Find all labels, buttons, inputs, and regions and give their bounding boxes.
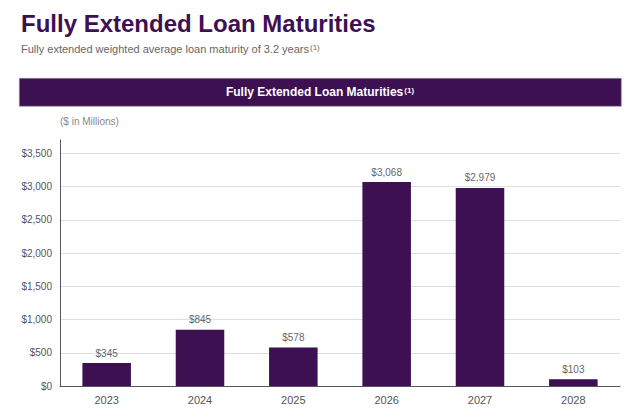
svg-text:$3,068: $3,068 [371, 167, 402, 178]
svg-text:$500: $500 [30, 347, 53, 358]
svg-text:2027: 2027 [468, 394, 492, 406]
svg-text:(1): (1) [404, 86, 414, 95]
svg-text:$2,500: $2,500 [21, 214, 52, 225]
svg-text:(1): (1) [310, 43, 320, 52]
svg-text:$845: $845 [189, 314, 212, 325]
svg-text:$3,500: $3,500 [21, 148, 52, 159]
svg-text:$3,000: $3,000 [21, 181, 52, 192]
svg-text:$103: $103 [562, 364, 585, 375]
svg-text:$1,500: $1,500 [21, 281, 52, 292]
svg-text:$2,000: $2,000 [21, 248, 52, 259]
svg-text:Fully Extended Loan Maturities: Fully Extended Loan Maturities [226, 85, 404, 99]
svg-text:$1,000: $1,000 [21, 314, 52, 325]
svg-text:Fully Extended Loan Maturities: Fully Extended Loan Maturities [21, 10, 376, 37]
svg-text:$345: $345 [96, 348, 119, 359]
svg-text:2023: 2023 [94, 394, 118, 406]
svg-text:$2,979: $2,979 [465, 172, 496, 183]
svg-text:2024: 2024 [188, 394, 212, 406]
svg-text:2025: 2025 [281, 394, 305, 406]
svg-text:($ in Millions): ($ in Millions) [60, 116, 119, 127]
svg-text:$0: $0 [41, 381, 53, 392]
svg-text:$578: $578 [282, 332, 305, 343]
svg-text:Fully extended weighted averag: Fully extended weighted average loan mat… [21, 43, 309, 55]
svg-text:2028: 2028 [561, 394, 585, 406]
svg-text:2026: 2026 [374, 394, 398, 406]
